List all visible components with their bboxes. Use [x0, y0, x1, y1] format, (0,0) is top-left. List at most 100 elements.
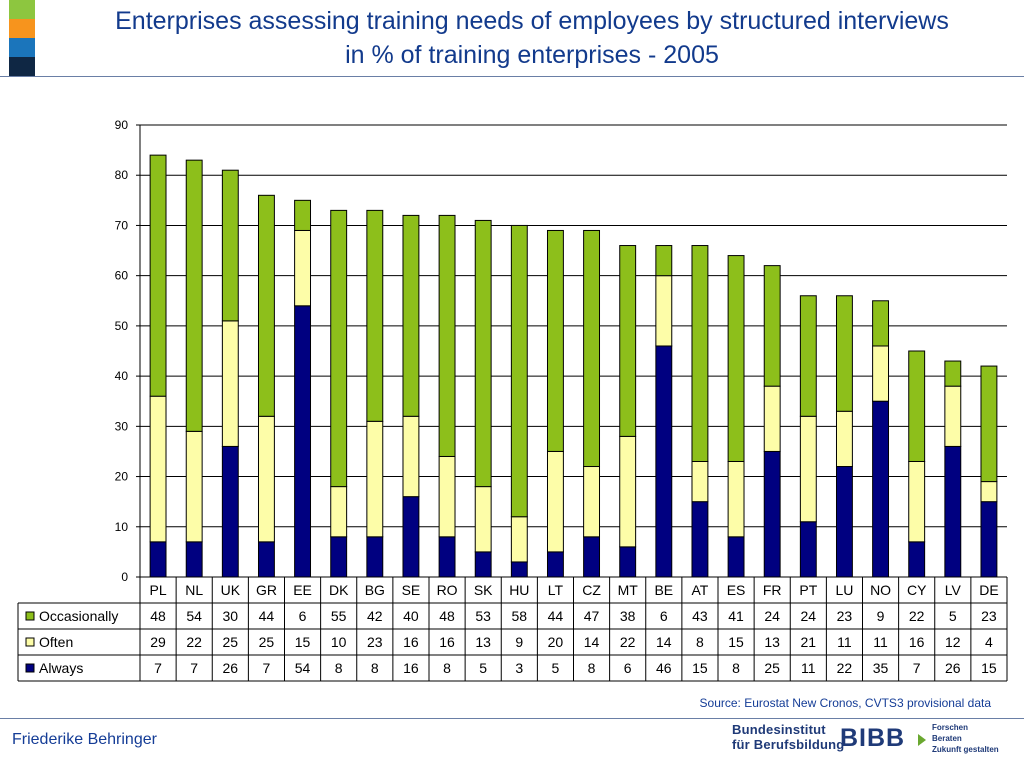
data-label: 4: [985, 634, 993, 650]
bar-often: [727, 460, 745, 538]
bar-often: [691, 460, 709, 503]
data-label: 7: [190, 660, 198, 676]
decoration-square-navy: [9, 57, 35, 76]
bar-often: [908, 460, 926, 543]
data-label: 11: [873, 634, 888, 650]
decoration-square-blue: [9, 38, 35, 57]
stacked-bar-chart: 0 10 20 30 40 50 60 70 80 90 PL NL UK GR EE DK BG SE RO SK H…: [17, 118, 1008, 682]
x-category-label: LV: [945, 582, 962, 598]
data-label: 47: [584, 608, 600, 624]
x-category-label: BG: [365, 582, 385, 598]
data-label: 22: [186, 634, 202, 650]
bar-often: [438, 455, 456, 538]
bar-occasionally: [185, 159, 203, 432]
y-tick-label: 80: [115, 168, 129, 182]
bar-occasionally: [474, 219, 492, 488]
y-tick-label: 40: [115, 369, 129, 383]
data-label: 54: [186, 608, 202, 624]
x-category-label: MT: [618, 582, 639, 598]
x-category-label: AT: [692, 582, 709, 598]
bar-occasionally: [727, 255, 745, 462]
x-category-label: SK: [474, 582, 493, 598]
bar-occasionally: [546, 229, 564, 452]
decoration-square-orange: [9, 19, 35, 38]
bar-always: [763, 450, 781, 578]
y-tick-label: 60: [115, 269, 129, 283]
bar-always: [908, 541, 926, 578]
data-label: 58: [512, 608, 528, 624]
y-tick-label: 30: [115, 419, 129, 433]
bar-always: [655, 345, 673, 578]
data-label: 24: [801, 608, 817, 624]
data-label: 38: [620, 608, 636, 624]
bar-often: [257, 415, 275, 543]
data-label: 22: [909, 608, 925, 624]
data-label: 16: [403, 660, 419, 676]
bar-always: [619, 546, 637, 578]
data-label: 8: [335, 660, 343, 676]
bar-occasionally: [510, 224, 528, 518]
bar-often: [835, 410, 853, 468]
bar-always: [727, 536, 745, 578]
bar-always: [872, 400, 890, 578]
bar-always: [944, 445, 962, 578]
data-label: 42: [367, 608, 383, 624]
bar-always: [510, 561, 528, 578]
data-label: 15: [981, 660, 997, 676]
data-label: 25: [223, 634, 239, 650]
bar-often: [980, 481, 998, 503]
x-category-label: HU: [509, 582, 529, 598]
data-label: 23: [367, 634, 383, 650]
data-label: 16: [403, 634, 419, 650]
data-label: 20: [548, 634, 564, 650]
bar-always: [474, 551, 492, 578]
title-line-2: in % of training enterprises - 2005: [345, 41, 719, 69]
bar-occasionally: [872, 300, 890, 347]
data-label: 23: [981, 608, 997, 624]
bar-often: [655, 275, 673, 347]
bar-occasionally: [691, 245, 709, 462]
x-category-label: DK: [329, 582, 349, 598]
legend-key-always: [25, 663, 35, 673]
legend-label-occasionally: Occasionally: [39, 608, 118, 624]
data-label: 7: [913, 660, 921, 676]
bar-occasionally: [402, 214, 420, 417]
x-category-label: PL: [150, 582, 167, 598]
bar-occasionally: [944, 360, 962, 387]
bar-occasionally: [799, 295, 817, 417]
bar-always: [221, 445, 239, 578]
data-label: 6: [624, 660, 632, 676]
bar-occasionally: [149, 154, 167, 397]
data-label: 5: [552, 660, 560, 676]
author-name: Friederike Behringer: [12, 731, 157, 748]
y-tick-label: 20: [115, 470, 129, 484]
data-label: 8: [371, 660, 379, 676]
bar-always: [835, 466, 853, 578]
bar-occasionally: [763, 265, 781, 387]
bar-often: [872, 345, 890, 402]
bar-always: [799, 521, 817, 578]
footer-rule: [0, 718, 1024, 719]
data-label: 16: [909, 634, 925, 650]
data-label: 6: [660, 608, 668, 624]
y-tick-label: 10: [115, 520, 129, 534]
logo-tagline: Forschen Beraten Zukunft gestalten: [932, 723, 999, 754]
bar-always: [257, 541, 275, 578]
bar-occasionally: [980, 365, 998, 483]
data-label: 8: [588, 660, 596, 676]
bar-always: [402, 496, 420, 578]
bar-often: [330, 486, 348, 538]
bar-occasionally: [257, 194, 275, 417]
legend-label-often: Often: [39, 634, 73, 650]
data-label: 11: [837, 634, 852, 650]
data-label: 7: [263, 660, 271, 676]
data-label: 35: [873, 660, 889, 676]
data-label: 8: [443, 660, 451, 676]
data-label: 6: [299, 608, 307, 624]
x-category-label: DE: [979, 582, 998, 598]
data-label: 26: [223, 660, 239, 676]
page-title: Enterprises assessing training needs of …: [44, 4, 1020, 72]
x-category-label: SE: [402, 582, 421, 598]
x-category-label: ES: [727, 582, 746, 598]
data-label: 21: [801, 634, 817, 650]
